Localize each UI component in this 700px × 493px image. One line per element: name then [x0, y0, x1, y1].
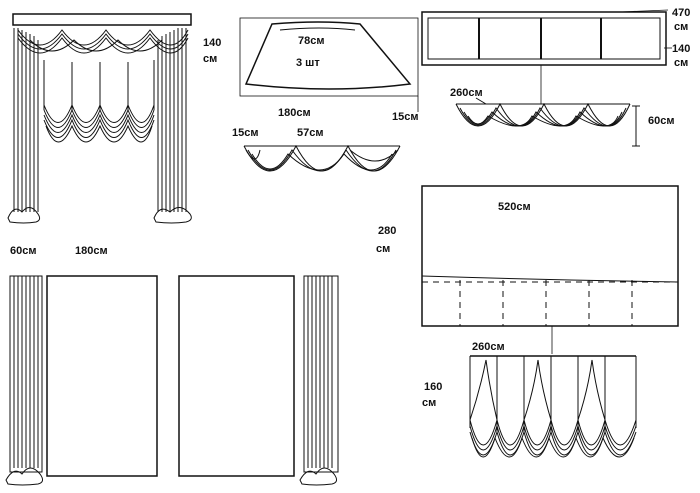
blind-height-unit: см	[422, 397, 436, 409]
valance-template-frame	[239, 17, 419, 97]
curtain-height-unit: см	[203, 53, 217, 65]
frame-length-unit: см	[674, 21, 688, 33]
right-drape	[157, 28, 187, 212]
right-flat-panel	[178, 275, 295, 477]
valance-template: 78см 3 шт 180см 15см	[239, 17, 419, 123]
blind-width-label: 260см	[472, 341, 505, 353]
swag-row-right: 260см 60см	[450, 87, 675, 147]
swag-row-height-label: 60см	[648, 115, 675, 127]
side-panels: 60см 180см	[5, 245, 339, 486]
cornice-frame: 470 см 140 см	[421, 7, 690, 104]
drape-tassels	[7, 207, 192, 224]
valance-drop-label: 15см	[392, 111, 419, 123]
cornice-bar	[12, 13, 192, 26]
pattern-width-label: 520см	[498, 201, 531, 213]
swag-middle-label: 57см	[297, 127, 324, 139]
valance-template-shape	[244, 21, 412, 90]
pattern-height-value: 280	[378, 225, 396, 237]
austrian-blind-illustration: 260см 160 см	[422, 341, 637, 458]
panel-width-label: 60см	[10, 245, 37, 257]
swag-row-width-label: 260см	[450, 87, 483, 99]
frame-depth-unit: см	[674, 57, 688, 69]
valance-quantity-label: 3 шт	[296, 57, 320, 69]
panel-length-label: 180см	[75, 245, 108, 257]
center-austrian-blind	[43, 60, 155, 143]
swag-side-label: 15см	[232, 127, 259, 139]
blind-height-value: 160	[424, 381, 442, 393]
frame-depth-value: 140	[672, 43, 690, 55]
austrian-panel-pattern: 520см 280 см	[376, 185, 679, 354]
curtain-height-value: 140	[203, 37, 221, 49]
left-flat-panel	[46, 275, 158, 477]
curtain-illustration: 140 см	[7, 13, 221, 224]
left-drape	[13, 28, 39, 212]
left-folded-drape	[5, 275, 44, 486]
pattern-height-unit: см	[376, 243, 390, 255]
frame-length-value: 470	[672, 7, 690, 19]
valance-swags	[17, 29, 189, 54]
swag-row-center: 15см 57см	[232, 127, 401, 172]
valance-radius-label: 78см	[298, 35, 325, 47]
valance-width-label: 180см	[278, 107, 311, 119]
right-folded-drape	[299, 275, 339, 486]
